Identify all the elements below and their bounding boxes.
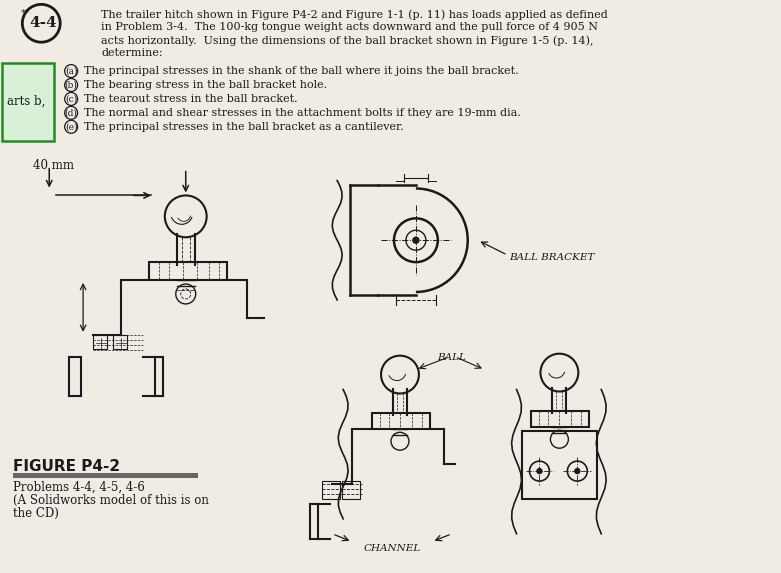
Text: the CD): the CD) [13,507,59,520]
Text: acts horizontally.  Using the dimensions of the ball bracket shown in Figure 1-5: acts horizontally. Using the dimensions … [101,35,594,46]
Bar [532,411,590,427]
Text: The tearout stress in the ball bracket.: The tearout stress in the ball bracket. [84,94,298,104]
Text: 4-4: 4-4 [30,16,57,30]
Bar [113,335,127,349]
Bar [342,481,360,499]
Bar [372,413,430,429]
Text: in Problem 3-4.  The 100-kg tongue weight acts downward and the pull force of 4 : in Problem 3-4. The 100-kg tongue weight… [101,22,598,32]
Text: determine:: determine: [101,48,162,58]
Text: The principal stresses in the ball bracket as a cantilever.: The principal stresses in the ball brack… [84,122,404,132]
Text: (d): (d) [65,108,77,117]
Text: (b): (b) [65,80,77,89]
Bar [2,63,54,141]
Text: The trailer hitch shown in Figure P4-2 and Figure 1-1 (p. 11) has loads applied : The trailer hitch shown in Figure P4-2 a… [101,9,608,20]
Bar [323,481,341,499]
Circle shape [537,469,542,474]
Text: (c): (c) [65,95,77,103]
Text: CHANNEL: CHANNEL [363,544,421,553]
Text: **: ** [21,9,30,18]
Bar [93,335,107,349]
Text: (e): (e) [65,122,77,131]
Text: The principal stresses in the shank of the ball where it joins the ball bracket.: The principal stresses in the shank of t… [84,66,519,76]
Text: BALL BRACKET: BALL BRACKET [509,253,595,262]
Text: 40 mm: 40 mm [34,159,74,172]
Text: The normal and shear stresses in the attachment bolts if they are 19-mm dia.: The normal and shear stresses in the att… [84,108,521,118]
Circle shape [575,469,580,474]
Bar [522,431,597,499]
Text: The bearing stress in the ball bracket hole.: The bearing stress in the ball bracket h… [84,80,327,90]
Text: BALL: BALL [437,352,466,362]
Bar [149,262,226,280]
Text: (A Solidworks model of this is on: (A Solidworks model of this is on [13,494,209,507]
Text: (a): (a) [65,66,77,76]
Circle shape [413,237,419,243]
Text: Problems 4-4, 4-5, 4-6: Problems 4-4, 4-5, 4-6 [13,481,145,494]
Text: FIGURE P4-2: FIGURE P4-2 [13,459,120,474]
Text: arts b,: arts b, [7,95,46,107]
Bar [13,473,198,478]
